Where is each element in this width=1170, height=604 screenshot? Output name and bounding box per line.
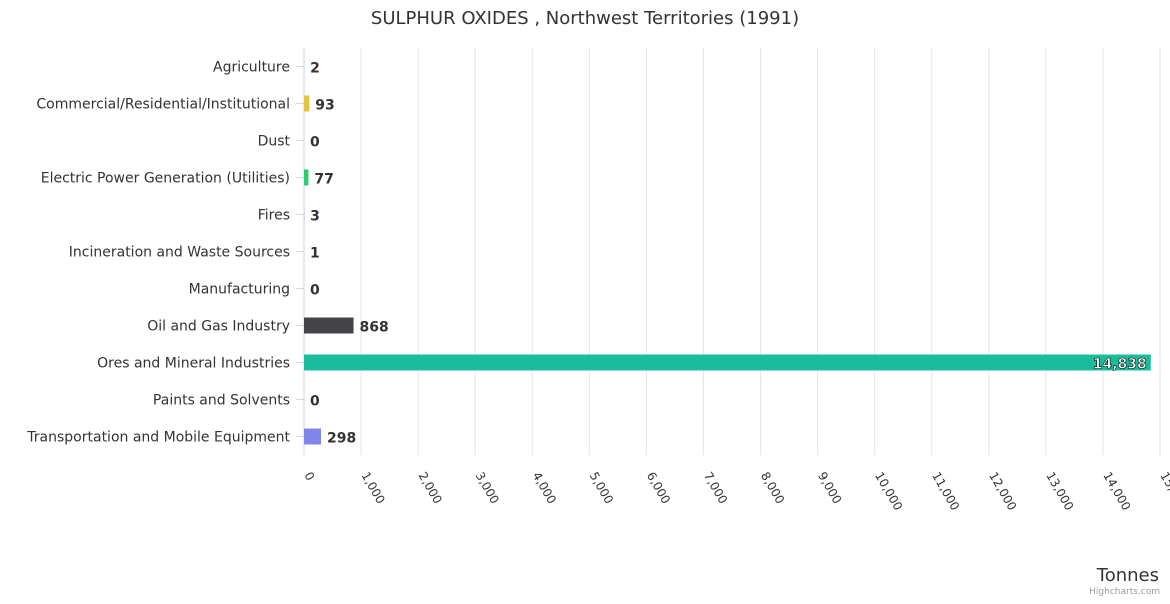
x-tick-label: 0 (301, 470, 317, 484)
bar[interactable] (304, 318, 354, 334)
data-label: 0 (310, 394, 320, 410)
category-label: Manufacturing (189, 282, 290, 298)
x-tick-label: 7,000 (701, 470, 730, 507)
bars (304, 59, 1151, 445)
x-tick-label: 12,000 (986, 470, 1019, 513)
chart-title: SULPHUR OXIDES , Northwest Territories (… (371, 8, 799, 29)
category-label: Ores and Mineral Industries (97, 356, 290, 372)
x-tick-label: 5,000 (587, 470, 616, 507)
data-label: 868 (360, 320, 389, 336)
bar[interactable] (304, 355, 1151, 371)
x-tick-label: 3,000 (473, 470, 502, 507)
category-label: Dust (258, 134, 291, 150)
x-tick-label: 11,000 (929, 470, 962, 513)
data-label: 1 (310, 246, 320, 262)
data-label: 2 (310, 61, 320, 77)
category-label: Paints and Solvents (153, 393, 290, 409)
x-tick-label: 1,000 (358, 470, 387, 507)
x-tick-label: 2,000 (416, 470, 445, 507)
x-tick-label: 8,000 (758, 470, 787, 507)
x-tick-label: 10,000 (872, 470, 905, 513)
data-label: 0 (310, 283, 320, 299)
data-label: 93 (315, 98, 334, 114)
data-labels: 2 93 0 77 3 1 0 868 14,838 0 298 (310, 61, 1147, 447)
x-tick-label: 6,000 (644, 470, 673, 507)
bar[interactable] (304, 429, 321, 445)
x-tick-label: 14,000 (1100, 470, 1133, 513)
category-label: Electric Power Generation (Utilities) (41, 171, 290, 187)
credits-link[interactable]: Highcharts.com (1089, 587, 1160, 597)
data-label: 3 (310, 209, 320, 225)
category-label: Commercial/Residential/Institutional (36, 97, 290, 113)
data-label: 298 (327, 431, 356, 447)
category-labels: Agriculture Commercial/Residential/Instit… (26, 60, 304, 446)
bar[interactable] (304, 96, 309, 112)
x-tick-label: 9,000 (815, 470, 844, 507)
category-label: Transportation and Mobile Equipment (26, 430, 290, 446)
x-axis-title: Tonnes (1096, 565, 1159, 586)
x-tick-label: 13,000 (1043, 470, 1076, 513)
category-label: Oil and Gas Industry (147, 319, 290, 335)
category-label: Incineration and Waste Sources (69, 245, 290, 261)
category-label: Agriculture (213, 60, 290, 76)
data-label: 77 (314, 172, 333, 188)
x-tick-label: 4,000 (530, 470, 559, 507)
bar[interactable] (304, 170, 308, 186)
grid-lines (304, 48, 1160, 455)
data-label: 14,838 (1093, 357, 1147, 373)
x-axis-tick-labels: 0 1,000 2,000 3,000 4,000 5,000 6,000 7,000 8,00… (301, 470, 1170, 513)
category-label: Fires (258, 208, 290, 224)
x-tick-label: 15,000 (1157, 470, 1170, 513)
data-label: 0 (310, 135, 320, 151)
